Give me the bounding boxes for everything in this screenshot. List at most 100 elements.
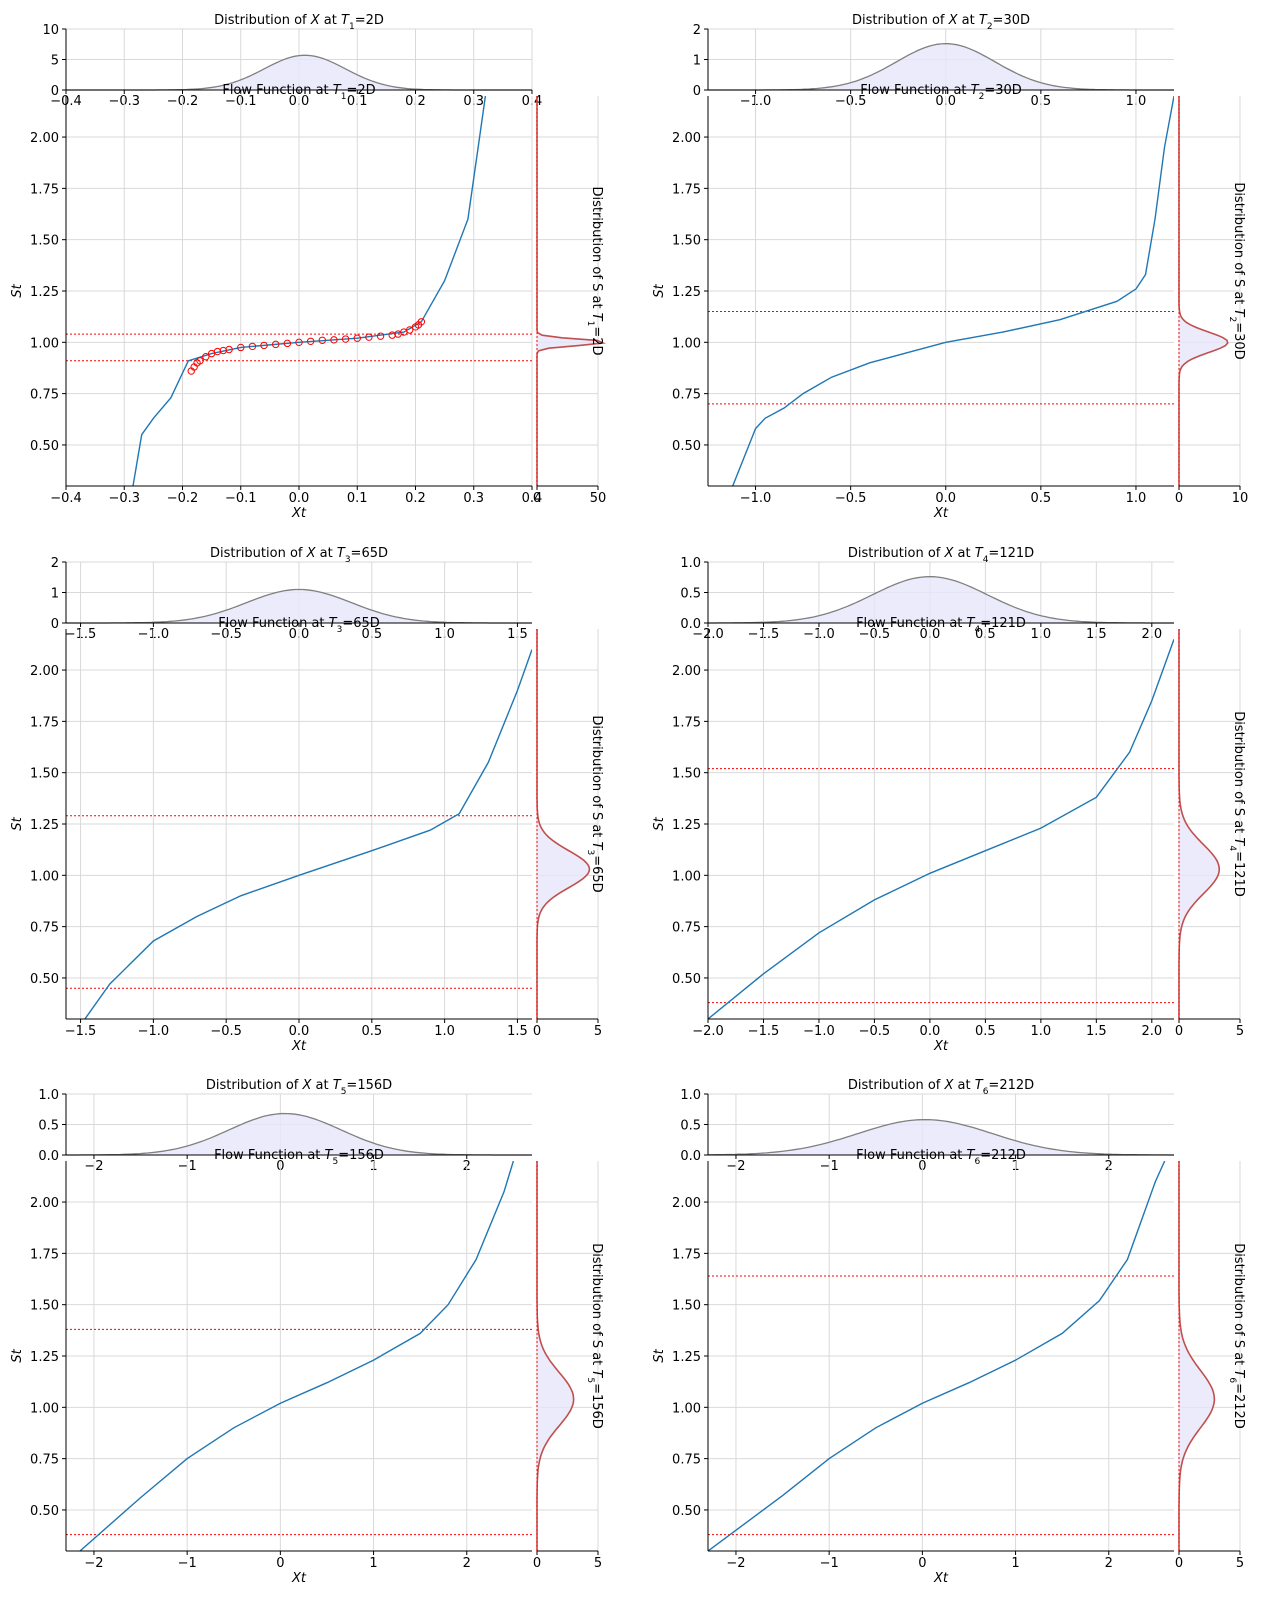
tick-label: 0.5 bbox=[361, 1024, 382, 1039]
x-axis-label: Xt bbox=[933, 1039, 949, 1054]
tick-label: 0 bbox=[276, 1556, 284, 1571]
tick-label: 0 bbox=[918, 1556, 926, 1571]
flow-subplot: 0.50 0.75 1.00 1.25 1.50 1.75 2.00 −2 −1 0 1 2 Flow … bbox=[652, 1148, 1174, 1586]
tick-label: −0.5 bbox=[859, 1024, 891, 1039]
tick-label: 1.50 bbox=[30, 1299, 59, 1314]
dist-s-title: Distribution of S at T5=156D bbox=[585, 1243, 604, 1429]
panel-T2: 0 1 2 −1.0 −0.5 0.0 0.5 1.0 Distribution of X at… bbox=[652, 13, 1248, 521]
tick-label: 0 bbox=[1175, 491, 1183, 506]
marker-point bbox=[306, 337, 315, 345]
tick-label: 0.50 bbox=[30, 439, 59, 454]
tick-label: 0.4 bbox=[522, 491, 543, 506]
marker-point bbox=[341, 335, 350, 343]
dist-s-area bbox=[537, 1161, 574, 1551]
tick-label: 1.00 bbox=[30, 1401, 59, 1416]
flow-title: Flow Function at T6=212D bbox=[856, 1148, 1026, 1167]
tick-label: 2.00 bbox=[30, 664, 59, 679]
tick-label: 1 bbox=[693, 54, 701, 69]
y-axis-label: St bbox=[10, 283, 25, 297]
dist-x-area bbox=[66, 1113, 532, 1155]
tick-label: −2.0 bbox=[692, 1024, 724, 1039]
tick-label: 0.0 bbox=[920, 1024, 941, 1039]
panel-T3: 0 1 2 −1.5 −1.0 −0.5 0.0 0.5 1.0 1.5 Distribution … bbox=[10, 546, 604, 1054]
tick-label: −1.5 bbox=[65, 1024, 97, 1039]
marker-point bbox=[405, 326, 414, 334]
x-axis-label: Xt bbox=[933, 1571, 949, 1586]
tick-label: 1 bbox=[51, 587, 59, 602]
tick-label: 1.25 bbox=[672, 818, 701, 833]
marker-point bbox=[318, 336, 326, 344]
tick-label: 2.00 bbox=[672, 1196, 701, 1211]
flow-curve bbox=[132, 96, 487, 486]
tick-label: 0.0 bbox=[289, 1024, 310, 1039]
tick-label: 0.5 bbox=[975, 1024, 996, 1039]
marker-point bbox=[295, 338, 303, 347]
y-axis-label: St bbox=[652, 816, 667, 830]
tick-label: 0 bbox=[51, 84, 59, 99]
tick-label: 0.50 bbox=[30, 1504, 59, 1519]
tick-label: −0.5 bbox=[210, 1024, 242, 1039]
tick-label: 1.25 bbox=[30, 1350, 59, 1365]
flow-title: Flow Function at T3=65D bbox=[218, 616, 380, 635]
x-axis-label: Xt bbox=[291, 506, 307, 521]
tick-label: 1.5 bbox=[507, 1024, 528, 1039]
tick-label: 0 bbox=[51, 617, 59, 632]
tick-label: −1 bbox=[178, 1556, 197, 1571]
dist-x-title: Distribution of X at T5=156D bbox=[206, 1078, 392, 1097]
flow-subplot: 0.50 0.75 1.00 1.25 1.50 1.75 2.00 −2.0 −1.5 −1.0… bbox=[652, 616, 1174, 1054]
tick-label: 1.75 bbox=[30, 715, 59, 730]
tick-label: 0.1 bbox=[347, 491, 368, 506]
y-axis-label: St bbox=[10, 1348, 25, 1362]
tick-label: 1.25 bbox=[30, 818, 59, 833]
dist-x-area bbox=[708, 1119, 1174, 1155]
marker-point bbox=[202, 352, 210, 361]
dist-x-title: Distribution of X at T6=212D bbox=[848, 1078, 1034, 1097]
flow-subplot: 0.50 0.75 1.00 1.25 1.50 1.75 2.00 −2 −1 0 1 2 Flow … bbox=[10, 1148, 532, 1586]
tick-label: 5 bbox=[594, 1556, 602, 1571]
tick-label: 0 bbox=[693, 84, 701, 99]
tick-label: 2.00 bbox=[672, 131, 701, 146]
marker-point bbox=[283, 339, 292, 348]
dist-s-title: Distribution of S at T1=2D bbox=[585, 186, 604, 355]
dist-x-area bbox=[66, 55, 532, 90]
tick-label: 2.00 bbox=[30, 131, 59, 146]
tick-label: 2.0 bbox=[1141, 1024, 1162, 1039]
tick-label: 0.0 bbox=[935, 491, 956, 506]
tick-label: 1.25 bbox=[672, 285, 701, 300]
tick-label: 5 bbox=[51, 54, 59, 69]
tick-label: −1 bbox=[820, 1556, 839, 1571]
dist-s-title: Distribution of S at T4=121D bbox=[1227, 711, 1246, 897]
tick-label: −1.5 bbox=[748, 1024, 780, 1039]
tick-label: 0.5 bbox=[680, 587, 701, 602]
tick-label: 0 bbox=[533, 491, 541, 506]
tick-label: 1.5 bbox=[1086, 1024, 1107, 1039]
tick-label: −1.0 bbox=[138, 1024, 170, 1039]
tick-label: 5 bbox=[594, 1024, 602, 1039]
tick-label: −0.1 bbox=[225, 491, 257, 506]
marker-point bbox=[248, 342, 257, 351]
panel-T1: 0 5 10 −0.4 −0.3 −0.2 −0.1 0.0 0.1 0.2 0.3 0.4 Distr… bbox=[10, 13, 606, 521]
tick-label: 0.75 bbox=[672, 921, 701, 936]
tick-label: 1.0 bbox=[680, 556, 701, 571]
tick-label: 2 bbox=[51, 556, 59, 571]
tick-label: 0.50 bbox=[672, 1504, 701, 1519]
tick-label: 0.0 bbox=[680, 617, 701, 632]
tick-label: 1 bbox=[1011, 1556, 1019, 1571]
tick-label: 1.75 bbox=[30, 1247, 59, 1262]
tick-label: 0 bbox=[1175, 1024, 1183, 1039]
dist-x-area bbox=[708, 576, 1174, 623]
tick-label: 0.75 bbox=[672, 1453, 701, 1468]
marker-point bbox=[272, 340, 280, 349]
tick-label: 0.75 bbox=[672, 388, 701, 403]
tick-label: 1.75 bbox=[672, 1247, 701, 1262]
tick-label: 1.75 bbox=[672, 715, 701, 730]
tick-label: 10 bbox=[1232, 491, 1249, 506]
flow-title: Flow Function at T1=2D bbox=[222, 83, 375, 102]
tick-label: 1.50 bbox=[30, 767, 59, 782]
tick-label: 1.00 bbox=[672, 336, 701, 351]
flow-subplot: 0.500.751.001.251.501.752.00−1.0 −0.5 0.0 0… bbox=[652, 83, 1174, 521]
panel-T5: 0.0 0.5 1.0 −2 −1 0 1 2 Distribution of X at T5=… bbox=[10, 1078, 604, 1586]
marker-point bbox=[330, 336, 338, 344]
